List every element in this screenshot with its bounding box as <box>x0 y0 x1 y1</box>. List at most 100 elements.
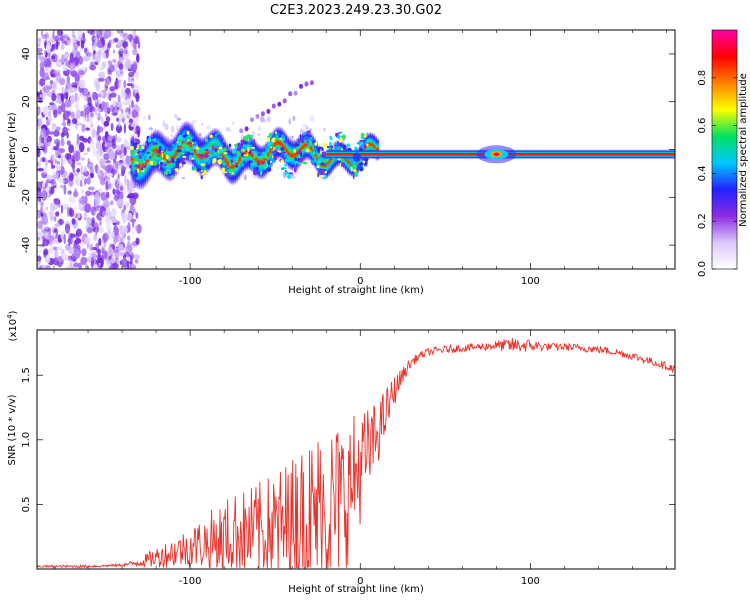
noise-blob <box>74 103 79 110</box>
noise-blob <box>131 228 135 235</box>
noise-blob <box>176 117 182 121</box>
noise-blob <box>116 234 123 244</box>
noise-blob <box>49 104 52 110</box>
band-segment <box>310 133 314 164</box>
band-speckle <box>214 148 217 152</box>
band-speckle <box>158 149 162 154</box>
band-segment <box>271 130 275 165</box>
noise-blob <box>52 185 57 189</box>
noise-blob <box>65 153 70 160</box>
band-speckle <box>132 151 136 155</box>
noise-blob <box>64 99 71 108</box>
band-speckle <box>134 149 139 153</box>
band-segment <box>302 131 306 163</box>
noise-blob <box>116 227 120 234</box>
noise-blob <box>53 232 56 238</box>
band-speckle <box>187 139 190 142</box>
band-speckle <box>146 152 151 154</box>
noise-blob <box>63 65 68 72</box>
band-segment <box>230 147 235 186</box>
band-speckle <box>187 142 193 145</box>
band-speckle <box>253 141 256 146</box>
noise-blob <box>40 206 43 216</box>
spectrogram-marks <box>37 30 675 269</box>
noise-blob <box>123 204 126 211</box>
drift-blob <box>293 90 298 96</box>
noise-blob <box>147 114 151 121</box>
x-tick-label: -100 <box>179 576 202 587</box>
band-speckle <box>305 146 311 148</box>
band-speckle <box>200 175 203 180</box>
noise-blob <box>115 163 119 170</box>
band-speckle <box>131 153 136 157</box>
colorbar-tick-label: 0.6 <box>697 118 708 134</box>
noise-blob <box>98 262 101 267</box>
band-speckle <box>253 152 257 155</box>
noise-blob <box>64 128 70 132</box>
band-speckle <box>132 162 138 165</box>
noise-blob <box>83 212 88 219</box>
band-speckle <box>222 139 225 143</box>
band-segment <box>151 130 155 177</box>
noise-blob <box>37 42 41 48</box>
band-speckle <box>171 143 175 147</box>
noise-blob <box>55 40 59 50</box>
noise-blob <box>51 124 56 132</box>
band-speckle <box>281 134 285 140</box>
noise-blob <box>75 212 79 219</box>
noise-blob <box>62 126 68 136</box>
drift-blob <box>255 113 260 119</box>
band-speckle <box>323 163 326 166</box>
band-segment <box>236 143 241 181</box>
band-segment <box>279 126 284 161</box>
band-speckle <box>186 130 190 135</box>
band-speckle <box>352 169 357 172</box>
noise-blob <box>37 105 41 116</box>
noise-blob <box>86 147 91 152</box>
noise-blob <box>54 248 59 260</box>
noise-blob <box>70 61 73 72</box>
noise-blob <box>124 58 132 69</box>
noise-blob <box>67 159 73 164</box>
noise-blob <box>65 53 69 60</box>
band-segment <box>173 134 177 178</box>
band-segment <box>291 139 296 172</box>
snr-panel: -100 0 100 0.5 1.0 1.5 Height of straight lin… <box>6 310 676 595</box>
noise-blob <box>65 265 73 269</box>
band-speckle <box>284 140 287 144</box>
band-segment <box>324 150 328 180</box>
band-segment <box>314 140 318 171</box>
band-speckle <box>339 137 343 143</box>
noise-blob <box>45 253 51 264</box>
band-speckle <box>160 162 163 165</box>
band-segment <box>224 141 228 180</box>
band-speckle <box>244 136 249 142</box>
noise-blob <box>85 264 89 269</box>
band-speckle <box>250 147 256 149</box>
band-speckle <box>259 170 262 176</box>
band-speckle <box>273 146 275 151</box>
band-speckle <box>359 141 364 146</box>
noise-blob <box>101 196 109 202</box>
band-speckle <box>284 164 287 167</box>
noise-blob <box>80 165 84 176</box>
noise-blob <box>103 120 110 127</box>
noise-blob <box>63 34 69 39</box>
band-speckle <box>241 156 244 161</box>
band-speckle <box>180 158 185 163</box>
band-speckle <box>253 154 256 159</box>
noise-blob <box>51 55 55 60</box>
band-speckle <box>175 161 180 166</box>
noise-blob <box>83 152 89 156</box>
noise-blob <box>91 128 96 138</box>
noise-blob <box>121 165 126 175</box>
noise-blob <box>132 193 139 200</box>
band-speckle <box>339 146 342 150</box>
band-speckle <box>146 153 151 157</box>
noise-blob <box>118 63 124 71</box>
noise-blob <box>74 175 81 184</box>
noise-blob <box>127 76 131 82</box>
noise-blob <box>91 91 97 101</box>
noise-blob <box>107 60 113 66</box>
band-speckle <box>232 149 237 154</box>
